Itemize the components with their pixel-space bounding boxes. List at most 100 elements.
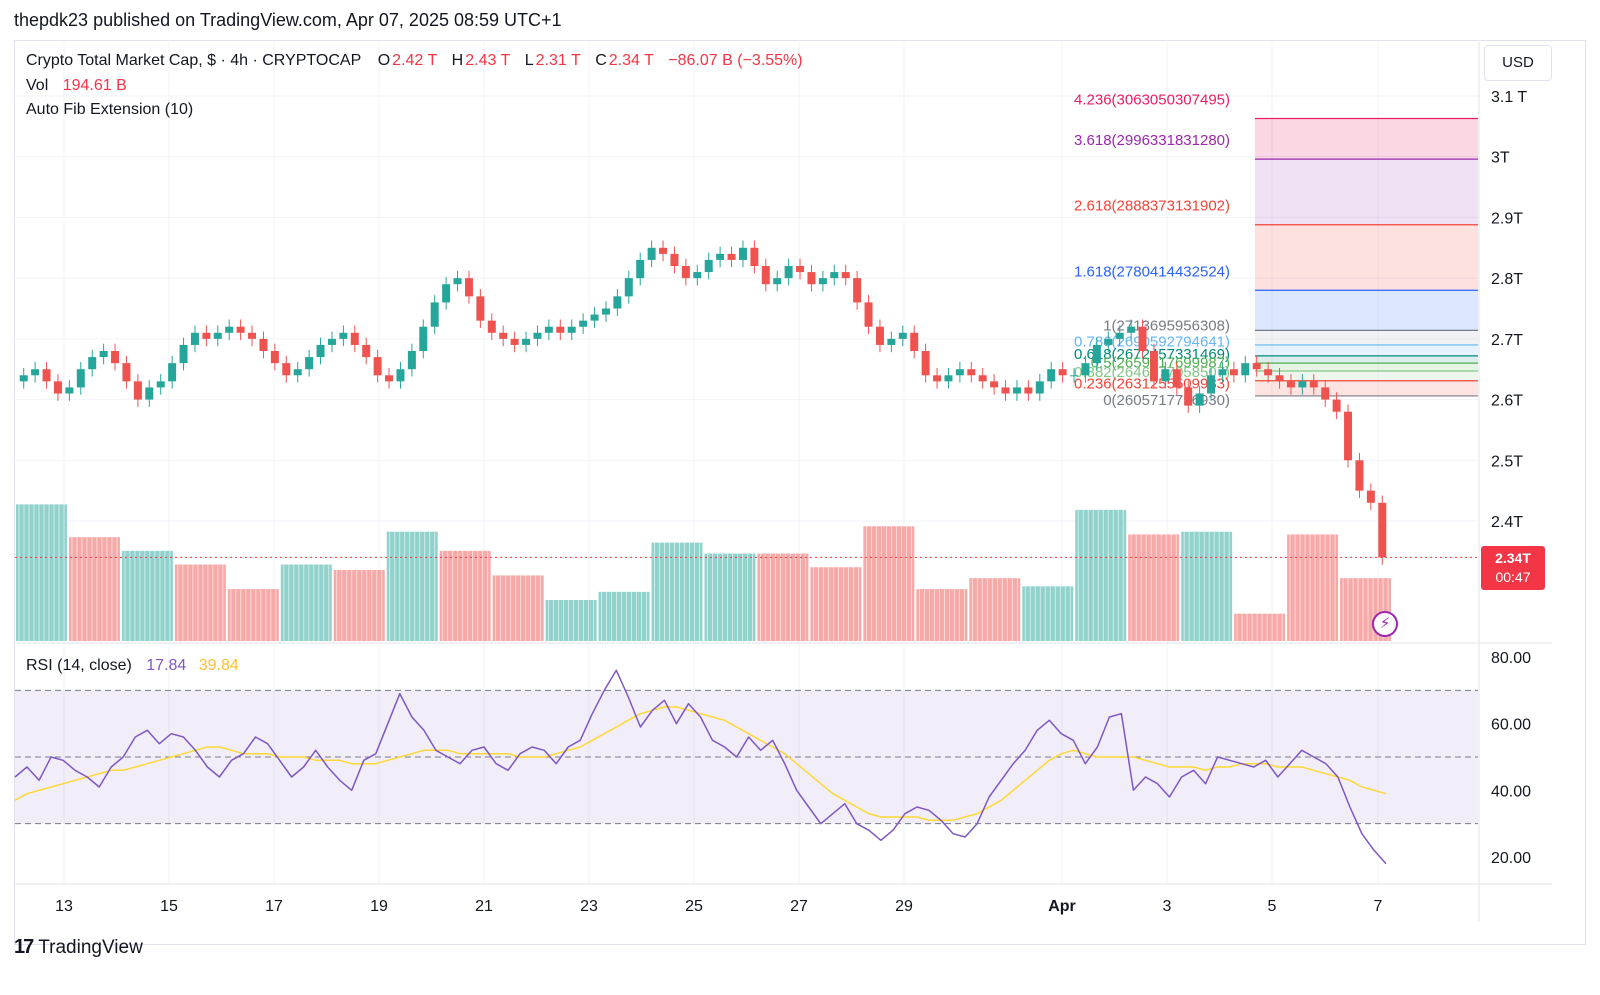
- volume-bar: [863, 526, 915, 641]
- candle-body: [544, 326, 553, 333]
- lightning-icon[interactable]: ⚡: [1372, 611, 1398, 637]
- candle-body: [88, 357, 97, 370]
- rsi-tick-label: 40.00: [1491, 783, 1531, 800]
- candle-body: [1092, 344, 1101, 364]
- low-value: 2.31 T: [535, 52, 581, 69]
- candle-body: [933, 375, 942, 382]
- candle-body: [704, 259, 713, 273]
- candle-body: [1195, 393, 1204, 406]
- footer-brand[interactable]: 17 TradingView: [14, 936, 143, 959]
- candle-body: [225, 326, 234, 333]
- price-tick-label: 2.5T: [1491, 453, 1523, 470]
- volume-bar: [280, 564, 332, 641]
- candle-body: [670, 253, 679, 266]
- candle-body: [293, 369, 302, 376]
- candle-body: [1012, 387, 1021, 394]
- candle-body: [807, 272, 816, 285]
- time-tick-label: 29: [895, 898, 913, 915]
- candle-body: [613, 296, 622, 309]
- candle-body: [1207, 375, 1216, 394]
- candle-body: [407, 351, 416, 370]
- candle-body: [967, 369, 976, 376]
- candle-body: [190, 332, 199, 345]
- candle-body: [1058, 369, 1067, 376]
- fib-title: Auto Fib Extension (10): [26, 101, 194, 118]
- candle-body: [1081, 363, 1090, 376]
- price-tick-label: 3T: [1491, 150, 1510, 167]
- time-tick-label: 25: [685, 898, 703, 915]
- fib-level-label: 3.618(2996331831280): [1074, 132, 1230, 149]
- fib-extension: 4.236(3063050307495) 3.618(2996331831280)…: [15, 91, 1478, 558]
- grid-lines: [15, 42, 1478, 884]
- symbol-title: Crypto Total Market Cap, $ · 4h · CRYPTO…: [26, 52, 362, 69]
- candle-body: [864, 302, 873, 327]
- time-tick-label: 23: [580, 898, 598, 915]
- candle-body: [601, 308, 610, 315]
- candle-body: [1104, 338, 1113, 345]
- candle-body: [830, 272, 839, 279]
- volume-bar: [810, 567, 862, 641]
- volume-bar: [174, 564, 226, 641]
- volume-bar: [1181, 531, 1233, 641]
- price-tick-label: 2.4T: [1491, 514, 1523, 531]
- candle-body: [1138, 326, 1147, 351]
- candle-body: [750, 247, 759, 266]
- close-label: C: [595, 52, 607, 69]
- candle-body: [122, 363, 131, 382]
- candle-body: [567, 326, 576, 333]
- volume-bar: [16, 504, 67, 641]
- volume-bar: [1234, 613, 1286, 641]
- candle-body: [944, 375, 953, 382]
- candle-body: [1115, 332, 1124, 339]
- close-value: 2.34 T: [608, 52, 654, 69]
- candle-body: [270, 351, 279, 364]
- candle-body: [579, 320, 588, 327]
- candle-body: [1024, 387, 1033, 394]
- candle-body: [727, 253, 736, 260]
- candle-body: [1252, 363, 1261, 370]
- candle-body: [1161, 369, 1170, 382]
- candle-body: [1127, 326, 1136, 333]
- candle-body: [133, 381, 142, 400]
- candle-body: [385, 375, 394, 382]
- time-tick-label: 19: [370, 898, 388, 915]
- candle-body: [556, 326, 565, 333]
- volume-legend: Vol 194.61 B: [26, 77, 129, 95]
- candle-body: [636, 259, 645, 279]
- volume-bar: [545, 600, 597, 641]
- candle-body: [1229, 369, 1238, 376]
- last-price: 2.34T: [1495, 550, 1531, 566]
- vol-value: 194.61 B: [62, 77, 127, 94]
- brand-name: TradingView: [38, 936, 143, 958]
- chart-frame: [14, 40, 1586, 945]
- volume-bar: [492, 575, 544, 641]
- volume-bar: [1287, 534, 1339, 641]
- price-tick-label: 2.7T: [1491, 332, 1523, 349]
- candle-body: [464, 278, 473, 297]
- candle-body: [327, 338, 336, 345]
- candle-body: [773, 278, 782, 285]
- candle-body: [716, 253, 725, 260]
- time-tick-label: 3: [1163, 898, 1172, 915]
- open-value: 2.42 T: [392, 52, 438, 69]
- candle-body: [1070, 375, 1079, 377]
- rsi-line: [14, 669, 1387, 865]
- fib-zone: [1255, 290, 1478, 331]
- candle-body: [419, 326, 428, 351]
- candle-body: [1332, 399, 1341, 412]
- candle-body: [1275, 375, 1284, 382]
- candle-body: [955, 369, 964, 376]
- currency-button[interactable]: USD: [1484, 45, 1552, 81]
- fib-zone: [1255, 224, 1478, 291]
- candle-body: [1184, 387, 1193, 406]
- volume-bar: [1075, 509, 1127, 641]
- candle-body: [796, 266, 805, 273]
- candle-body: [1047, 369, 1056, 382]
- price-tick-label: 2.9T: [1491, 210, 1523, 227]
- candle-body: [42, 369, 51, 382]
- candlesticks: [19, 240, 1387, 565]
- low-label: L: [524, 52, 534, 69]
- volume-bar: [1128, 534, 1180, 641]
- candle-body: [202, 332, 211, 339]
